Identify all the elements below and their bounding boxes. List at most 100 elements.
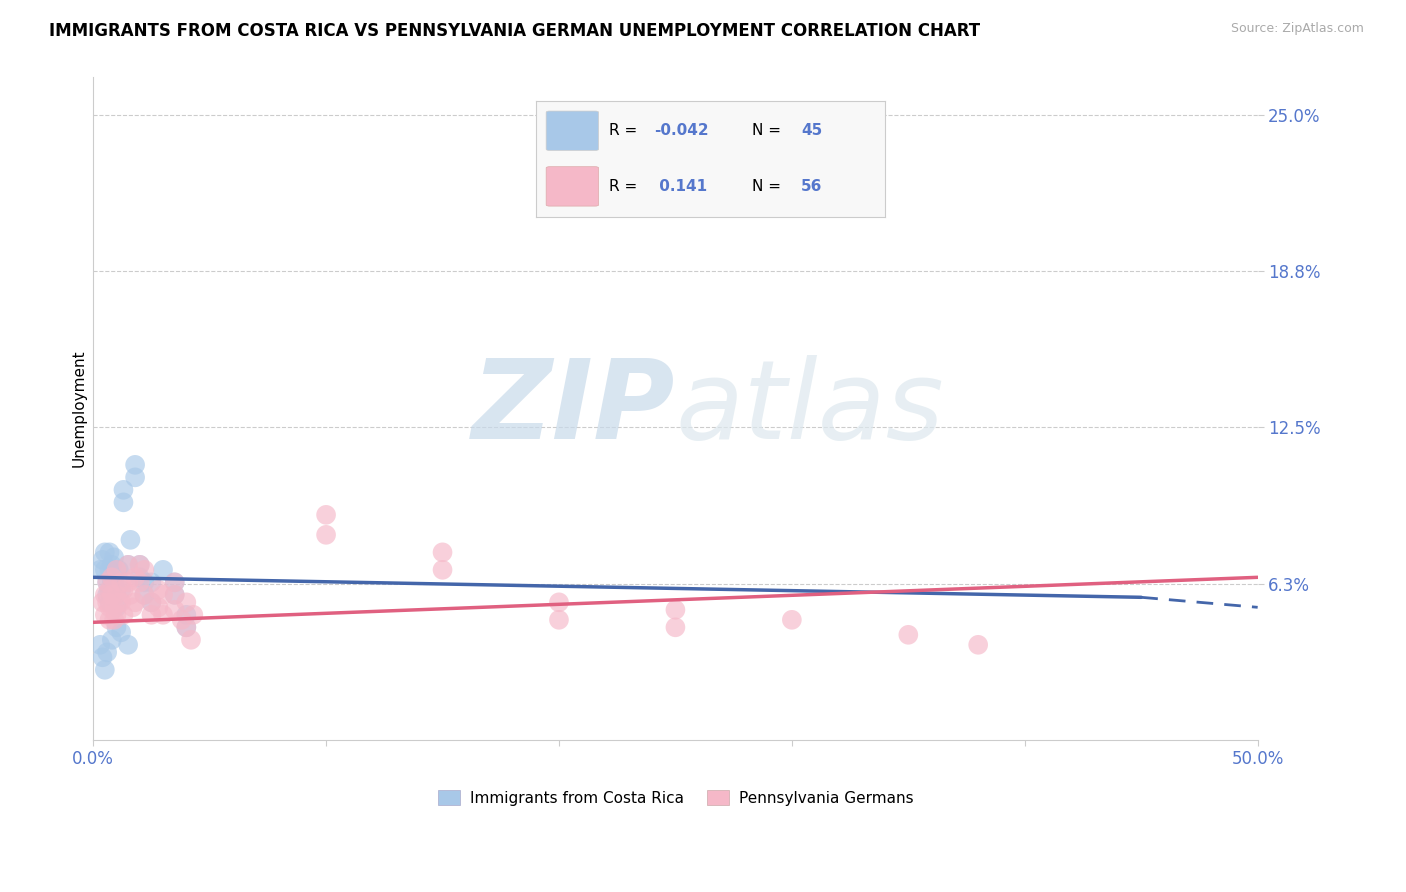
Text: IMMIGRANTS FROM COSTA RICA VS PENNSYLVANIA GERMAN UNEMPLOYMENT CORRELATION CHART: IMMIGRANTS FROM COSTA RICA VS PENNSYLVAN…: [49, 22, 980, 40]
Point: [101, 588, 124, 602]
Point: [315, 528, 337, 542]
Point: [98, 613, 121, 627]
Point: [105, 607, 128, 622]
Point: [124, 570, 146, 584]
Point: [121, 600, 143, 615]
Point: [163, 588, 186, 602]
Point: [128, 558, 150, 572]
Point: [780, 183, 803, 197]
Point: [432, 563, 454, 577]
Point: [110, 575, 132, 590]
Point: [120, 533, 142, 547]
Point: [105, 563, 128, 577]
Point: [105, 563, 128, 577]
Point: [96, 595, 118, 609]
Point: [96, 588, 118, 602]
Point: [548, 613, 571, 627]
Point: [107, 563, 129, 577]
Point: [91, 650, 114, 665]
Point: [141, 607, 163, 622]
Point: [176, 607, 198, 622]
Point: [117, 575, 139, 590]
Point: [134, 588, 156, 602]
Point: [96, 575, 118, 590]
Point: [101, 575, 124, 590]
Point: [128, 575, 150, 590]
Point: [664, 603, 686, 617]
Point: [103, 575, 125, 590]
Point: [152, 563, 174, 577]
Point: [163, 588, 186, 602]
Point: [128, 570, 150, 584]
Point: [94, 563, 117, 577]
Point: [105, 620, 128, 634]
Text: atlas: atlas: [675, 355, 943, 462]
Point: [141, 595, 163, 609]
Point: [98, 582, 121, 597]
Point: [110, 625, 132, 640]
Point: [134, 588, 156, 602]
Point: [124, 458, 146, 472]
Point: [163, 575, 186, 590]
Point: [134, 563, 156, 577]
Point: [103, 613, 125, 627]
Point: [107, 595, 129, 609]
Point: [152, 607, 174, 622]
Point: [98, 600, 121, 615]
Text: Source: ZipAtlas.com: Source: ZipAtlas.com: [1230, 22, 1364, 36]
Point: [176, 595, 198, 609]
Point: [89, 638, 111, 652]
Point: [101, 570, 124, 584]
Text: ZIP: ZIP: [472, 355, 675, 462]
Point: [124, 595, 146, 609]
Point: [148, 600, 170, 615]
Point: [112, 495, 135, 509]
Point: [117, 638, 139, 652]
Point: [897, 628, 920, 642]
Point: [176, 620, 198, 634]
Point: [163, 575, 186, 590]
Point: [101, 558, 124, 572]
Point: [780, 613, 803, 627]
Point: [105, 600, 128, 615]
Point: [432, 545, 454, 559]
Point: [141, 595, 163, 609]
Point: [112, 483, 135, 497]
Point: [170, 613, 193, 627]
Point: [183, 607, 205, 622]
Point: [112, 607, 135, 622]
Point: [94, 607, 117, 622]
Point: [96, 575, 118, 590]
Point: [94, 545, 117, 559]
Point: [110, 582, 132, 597]
Point: [141, 575, 163, 590]
Point: [112, 582, 135, 597]
Point: [94, 588, 117, 602]
Y-axis label: Unemployment: Unemployment: [72, 350, 86, 467]
Point: [105, 582, 128, 597]
Point: [117, 558, 139, 572]
Point: [117, 558, 139, 572]
Point: [98, 563, 121, 577]
Point: [128, 558, 150, 572]
Point: [89, 563, 111, 577]
Point: [664, 620, 686, 634]
Point: [91, 553, 114, 567]
Point: [98, 545, 121, 559]
Point: [120, 588, 142, 602]
Point: [176, 620, 198, 634]
Point: [152, 588, 174, 602]
Point: [91, 595, 114, 609]
Point: [96, 645, 118, 659]
Point: [967, 638, 990, 652]
Point: [103, 600, 125, 615]
Point: [98, 582, 121, 597]
Point: [105, 588, 128, 602]
Point: [94, 663, 117, 677]
Point: [101, 588, 124, 602]
Point: [148, 582, 170, 597]
Legend: Immigrants from Costa Rica, Pennsylvania Germans: Immigrants from Costa Rica, Pennsylvania…: [432, 783, 920, 812]
Point: [134, 575, 156, 590]
Point: [103, 550, 125, 565]
Point: [180, 632, 202, 647]
